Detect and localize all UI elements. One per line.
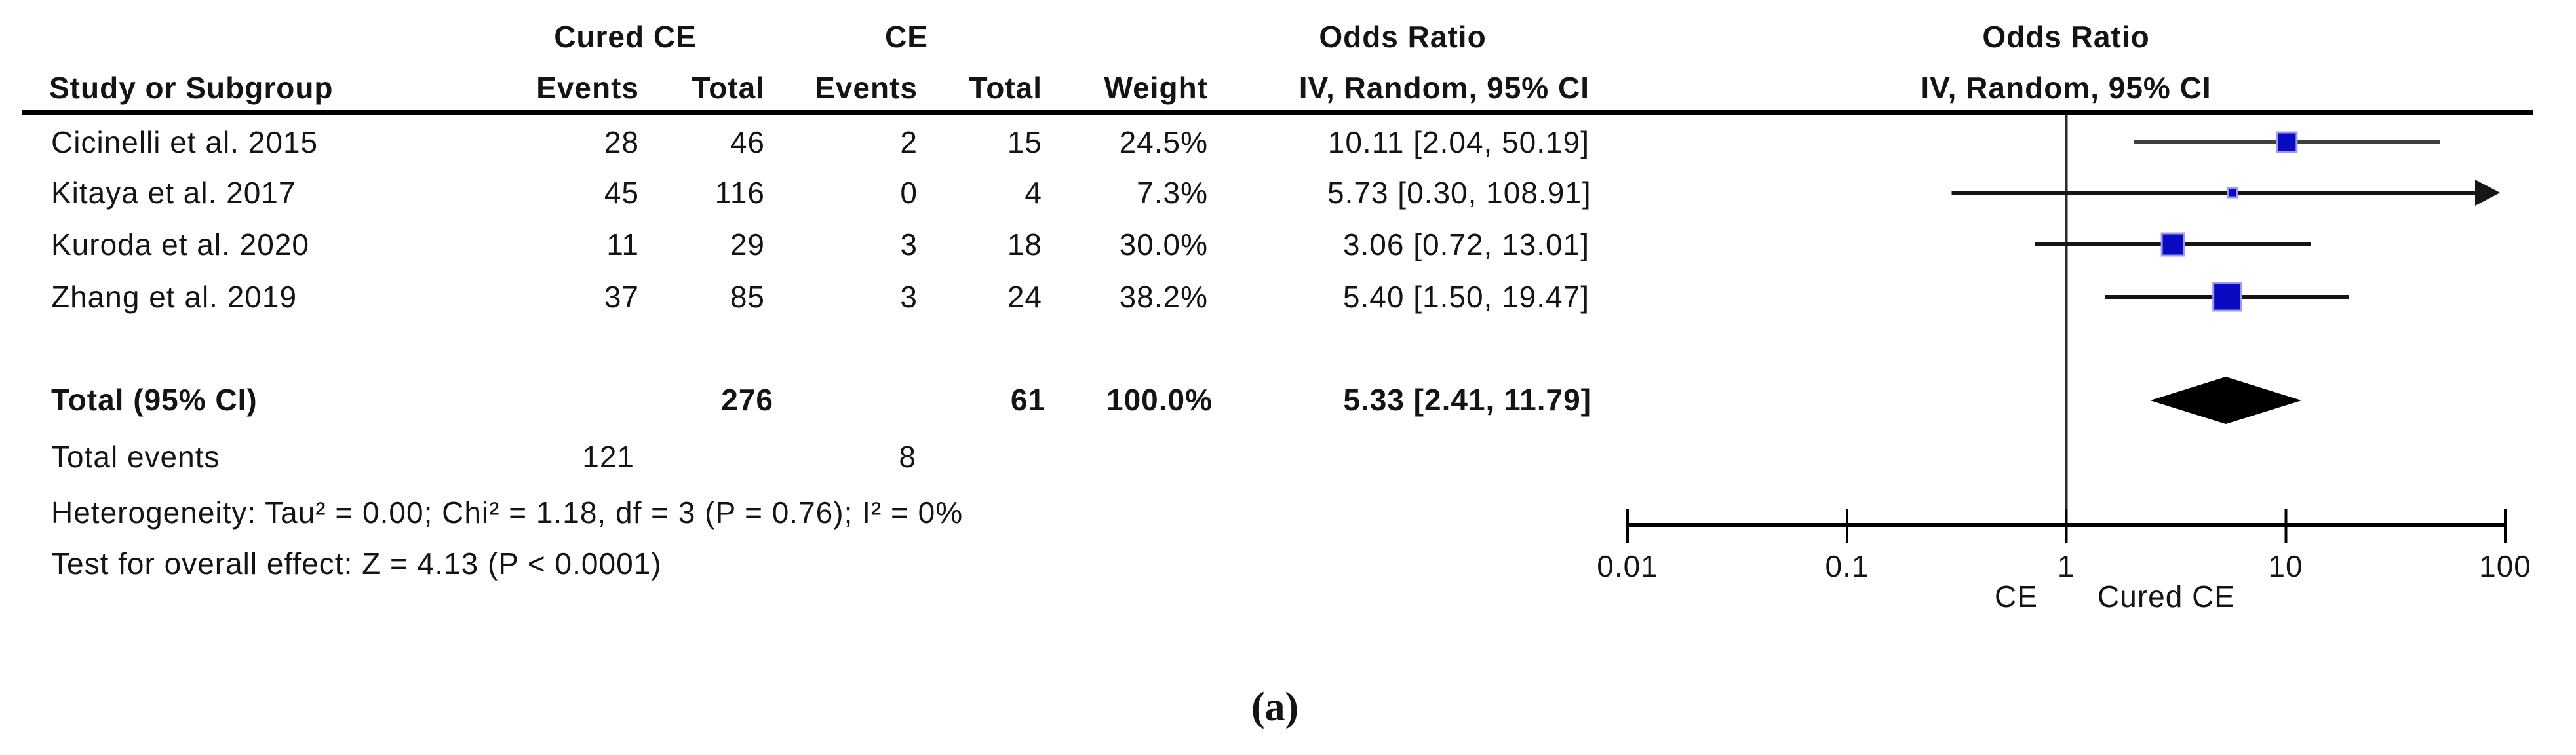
cured-events: 45 <box>604 176 639 210</box>
ce-events: 0 <box>900 176 918 210</box>
total-cured-n: 276 <box>721 383 773 417</box>
weight-value: 30.0% <box>1119 227 1208 261</box>
axis-tick-label: 1 <box>2057 549 2075 583</box>
header-weight: Weight <box>1104 71 1208 105</box>
total-events-cured: 121 <box>582 440 634 474</box>
axis-tick-label: 0.1 <box>1825 549 1869 583</box>
effect-square <box>2160 232 2185 257</box>
ce-total: 4 <box>1025 176 1042 210</box>
column-group-cured-ce: Cured CE <box>554 20 697 54</box>
header-study: Study or Subgroup <box>49 71 334 105</box>
study-name: Kitaya et al. 2017 <box>51 176 296 210</box>
axis-right-label: Cured CE <box>2098 579 2235 613</box>
plot-title: Odds Ratio <box>1982 20 2150 54</box>
x-axis-tick <box>2504 509 2507 543</box>
ce-events: 3 <box>900 280 918 314</box>
total-weight: 100.0% <box>1106 383 1213 417</box>
cured-total: 29 <box>730 227 765 261</box>
header-total-ce: Total <box>969 71 1042 105</box>
cured-total: 46 <box>730 125 765 159</box>
total-label: Total (95% CI) <box>51 383 258 417</box>
ci-line <box>1951 191 2476 195</box>
cured-events: 11 <box>606 227 639 261</box>
cured-total: 116 <box>714 176 765 210</box>
column-group-odds-ratio: Odds Ratio <box>1319 20 1487 54</box>
weight-value: 24.5% <box>1119 125 1208 159</box>
x-axis-tick <box>1626 509 1629 543</box>
or-ci-value: 10.11 [2.04, 50.19] <box>1327 125 1590 159</box>
axis-tick-label: 0.01 <box>1597 549 1658 583</box>
x-axis-tick <box>2065 509 2068 543</box>
table-header-rule <box>22 110 2533 115</box>
study-name: Kuroda et al. 2020 <box>51 227 309 261</box>
x-axis-tick <box>2284 509 2288 543</box>
cured-events: 28 <box>604 125 639 159</box>
total-events-label: Total events <box>51 440 220 474</box>
total-events-ce: 8 <box>899 440 916 474</box>
or-ci-value: 5.40 [1.50, 19.47] <box>1342 280 1590 314</box>
header-events-ce: Events <box>815 71 918 105</box>
effect-square <box>2276 131 2298 153</box>
ce-total: 24 <box>1007 280 1042 314</box>
weight-value: 7.3% <box>1137 176 1208 210</box>
overall-effect-text: Test for overall effect: Z = 4.13 (P < 0… <box>51 547 662 581</box>
column-group-ce: CE <box>885 20 928 54</box>
ce-total: 15 <box>1007 125 1042 159</box>
ce-total: 18 <box>1007 227 1042 261</box>
or-ci-value: 3.06 [0.72, 13.01] <box>1342 227 1590 261</box>
total-or-ci: 5.33 [2.41, 11.79] <box>1343 383 1591 417</box>
total-ce-n: 61 <box>1010 383 1045 417</box>
study-name: Zhang et al. 2019 <box>51 280 298 314</box>
heterogeneity-text: Heterogeneity: Tau² = 0.00; Chi² = 1.18,… <box>51 495 964 530</box>
x-axis-tick <box>1845 509 1848 543</box>
ce-events: 2 <box>900 125 918 159</box>
ce-events: 3 <box>900 227 918 261</box>
plot-subtitle: IV, Random, 95% CI <box>1921 71 2212 105</box>
header-method: IV, Random, 95% CI <box>1298 71 1590 105</box>
study-name: Cicinelli et al. 2015 <box>51 125 319 159</box>
header-total-cured: Total <box>692 71 765 105</box>
null-effect-line <box>2065 115 2068 543</box>
cured-events: 37 <box>604 280 639 314</box>
cured-total: 85 <box>730 280 765 314</box>
effect-square <box>2212 282 2242 312</box>
axis-tick-label: 10 <box>2268 549 2303 583</box>
weight-value: 38.2% <box>1119 280 1208 314</box>
effect-square <box>2227 187 2238 199</box>
axis-left-label: CE <box>1995 579 2038 613</box>
figure-caption: (a) <box>1251 685 1299 729</box>
axis-tick-label: 100 <box>2479 549 2531 583</box>
header-events-cured: Events <box>536 71 639 105</box>
pooled-diamond <box>2150 377 2302 424</box>
or-ci-value: 5.73 [0.30, 108.91] <box>1327 176 1591 210</box>
ci-arrow-right <box>2475 180 2500 206</box>
